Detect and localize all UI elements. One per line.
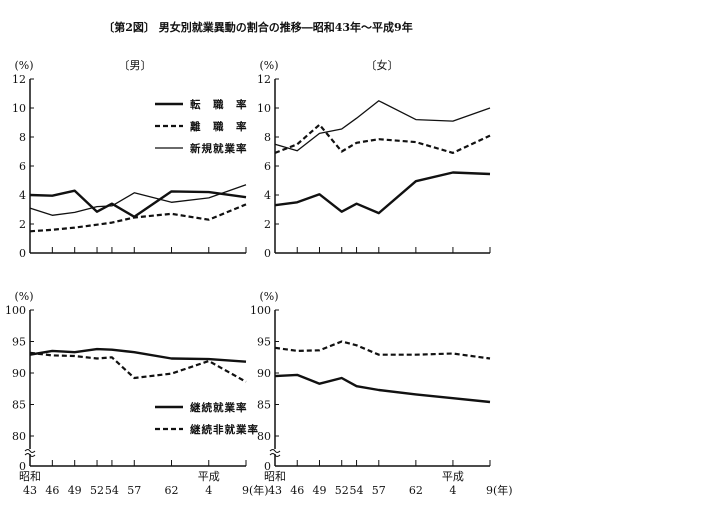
y-tick-label: 0	[19, 247, 26, 260]
x-tick-label: 52	[90, 484, 104, 497]
era-label-showa: 昭和	[19, 470, 41, 483]
legend-label: 離 職 率	[190, 120, 248, 133]
y-tick-label: 6	[19, 160, 26, 173]
x-tick-label: 4	[205, 484, 212, 497]
legend-label: 継続非就業率	[190, 423, 259, 436]
series-line-dashed	[274, 340, 491, 360]
y-tick-label: 0	[264, 460, 271, 473]
panel-title: 〔男〕	[119, 59, 152, 72]
series-line-thick	[274, 373, 491, 404]
y-tick-label: 8	[264, 131, 271, 144]
series-line-thick	[29, 189, 247, 219]
y-tick-label: 85	[257, 399, 271, 412]
x-tick-label: 49	[312, 484, 326, 497]
x-tick-label: 46	[290, 484, 304, 497]
y-tick-label: 100	[5, 304, 26, 317]
panel-top-right: 0 2 4 6 8 10 12(%) 〔女〕	[257, 58, 491, 260]
y-tick-label: 95	[12, 336, 26, 349]
x-tick-label: 54	[350, 484, 364, 497]
legend-label: 転 職 率	[190, 98, 248, 111]
y-unit-label: (%)	[259, 59, 278, 72]
x-tick-label: 4	[449, 484, 456, 497]
axis-break-icon	[24, 449, 36, 457]
figure-title: 〔第2図〕 男女別就業異動の割合の推移―昭和43年～平成9年	[103, 20, 412, 34]
x-tick-label: 43	[23, 484, 37, 497]
x-tick-label: 62	[165, 484, 179, 497]
panel-title: 〔女〕	[366, 58, 399, 72]
y-unit-label: (%)	[259, 290, 278, 303]
era-label-showa: 昭和	[264, 470, 286, 483]
legend-label: 継続就業率	[190, 401, 248, 414]
y-tick-label: 90	[12, 367, 26, 380]
y-tick-label: 95	[257, 336, 271, 349]
y-tick-label: 8	[19, 131, 26, 144]
series-line-dashed	[274, 123, 491, 154]
x-tick-label: 54	[105, 484, 119, 497]
x-tick-label: 46	[45, 484, 59, 497]
x-tick-label: 43	[268, 484, 282, 497]
x-tick-label: 62	[409, 484, 423, 497]
y-unit-label: (%)	[14, 290, 33, 303]
x-tick-label: 9(年)	[242, 483, 269, 497]
y-unit-label: (%)	[14, 59, 33, 72]
y-tick-label: 4	[264, 189, 271, 202]
y-tick-label: 10	[12, 102, 26, 115]
y-tick-label: 90	[257, 367, 271, 380]
series-line-thick	[29, 347, 247, 363]
y-tick-label: 10	[257, 102, 271, 115]
y-tick-label: 2	[19, 218, 26, 231]
x-tick-label: 57	[127, 484, 141, 497]
y-tick-label: 12	[257, 73, 271, 86]
panel-bottom-right: 0 80 85 90 95 100(%) 43 46 49 52 54 57 62 4 9(年) 昭和 平成	[250, 290, 513, 497]
x-tick-label: 9(年)	[486, 483, 513, 497]
x-tick-label: 52	[335, 484, 349, 497]
y-tick-label: 80	[257, 430, 271, 443]
y-tick-label: 100	[250, 304, 271, 317]
x-tick-label: 49	[68, 484, 82, 497]
y-tick-label: 0	[264, 247, 271, 260]
y-tick-label: 80	[12, 430, 26, 443]
legend-label: 新規就業率	[190, 142, 248, 155]
y-tick-label: 85	[12, 399, 26, 412]
series-line-thin	[274, 100, 491, 152]
series-line-thin	[29, 184, 247, 216]
series-line-thick	[274, 171, 491, 215]
era-label-heisei: 平成	[442, 470, 464, 483]
y-tick-label: 0	[19, 460, 26, 473]
era-label-heisei: 平成	[198, 470, 220, 483]
y-tick-label: 12	[12, 73, 26, 86]
x-tick-label: 57	[372, 484, 386, 497]
series-line-dashed	[29, 351, 247, 383]
axis-break-icon	[269, 449, 281, 457]
y-tick-label: 6	[264, 160, 271, 173]
y-tick-label: 4	[19, 189, 26, 202]
series-line-dashed	[29, 203, 247, 233]
y-tick-label: 2	[264, 218, 271, 231]
